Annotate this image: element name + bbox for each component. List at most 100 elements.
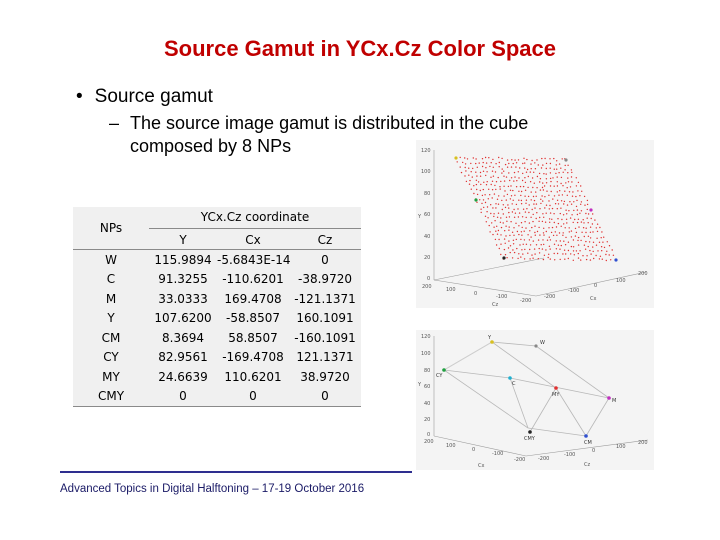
footer-text: Advanced Topics in Digital Halftoning – … [60,483,365,495]
cloud-point [551,218,553,220]
vertex-w [534,344,538,348]
cloud-point [534,253,536,255]
cloud-point [491,197,493,199]
cloud-point [521,234,523,236]
cloud-point [580,259,582,261]
cloud-point [501,168,503,170]
cloud-point [517,171,519,173]
cloud-point [571,195,574,197]
cloud-point [512,239,515,241]
cloud-point [577,239,579,242]
cloud-point [565,182,567,184]
cloud-point [543,234,545,236]
cloud-point [515,203,518,206]
cloud-point [535,203,538,205]
cloud-point [538,220,540,222]
cloud-point [500,234,502,236]
cloud-point [600,237,602,239]
cloud-point [505,235,507,237]
cloud-point [523,239,526,241]
cloud-point [493,226,495,228]
cloud-point [570,253,572,255]
cloud-point [567,164,569,166]
cloud-point [484,194,486,196]
y-value: 91.3255 [158,272,208,286]
cloud-point [580,203,582,205]
cloud-point [544,221,547,223]
cloud-point [570,176,573,178]
y-tick: 0 [427,276,430,282]
cloud-point [475,162,477,165]
cloud-point [522,243,524,245]
x-axis-label: Cz [492,302,498,308]
z-axis-label: Cx [590,296,596,302]
cloud-point [568,210,570,212]
cloud-point [530,236,532,238]
cloud-point [549,248,551,250]
cloud-point [485,221,487,223]
cloud-point [530,199,532,201]
label-w: W [540,340,545,346]
cloud-point [549,204,551,207]
cloud-point [535,195,537,197]
cloud-point [476,193,479,196]
cloud-point [553,195,556,197]
header-cx: Cx [245,233,261,247]
cloud-point [531,208,533,211]
cloud-point [518,212,521,214]
np-name: CY [103,350,119,364]
cloud-point [531,159,533,162]
cloud-point [564,244,567,246]
cloud-point [528,222,531,224]
cloud-point [527,195,530,198]
cloud-point [565,253,567,255]
cloud-point [580,210,583,212]
cloud-point [577,257,580,259]
cloud-point [587,245,589,248]
cloud-point [513,227,515,229]
cloud-point [505,216,508,218]
cloud-point [567,249,570,252]
cloud-point [571,171,573,174]
cloud-point [549,239,552,241]
cloud-point [525,243,528,245]
cloud-point [541,195,543,197]
cloud-point [533,199,536,202]
cloud-point [512,162,514,165]
cloud-point [562,232,564,234]
cloud-point [525,171,528,173]
cloud-point [585,258,588,261]
cloud-point [544,157,546,160]
cloud-point [550,180,552,183]
y-tick: 120 [421,334,431,340]
cloud-point [524,195,526,197]
x-tick: 200 [422,284,432,290]
cloud-point [509,189,512,191]
cloud-vertex-marker [474,198,478,202]
cloud-point [564,164,566,167]
cloud-point [542,189,545,191]
cloud-point [575,195,577,198]
cloud-point [525,227,527,229]
cloud-point [500,217,502,219]
cloud-point [551,207,554,210]
cloud-point [499,188,501,190]
cloud-point [593,257,595,260]
cloud-point [532,240,534,242]
cloud-vertex-marker [502,256,506,260]
cloud-point [520,231,523,233]
cloud-point [530,163,532,165]
y-tick: 40 [424,234,430,240]
cloud-point [519,185,522,188]
cloud-point [492,166,494,168]
cloud-point [510,221,512,223]
sub-bullet-text: The source image gamut is distributed in… [130,113,529,156]
cloud-point [484,215,487,217]
cloud-point [471,176,473,178]
y-tick: 80 [424,191,430,197]
cloud-point [506,257,508,259]
y-tick: 100 [421,169,431,175]
y-tick: 120 [421,148,431,154]
cloud-point [529,258,531,260]
cloud-point [577,181,580,184]
